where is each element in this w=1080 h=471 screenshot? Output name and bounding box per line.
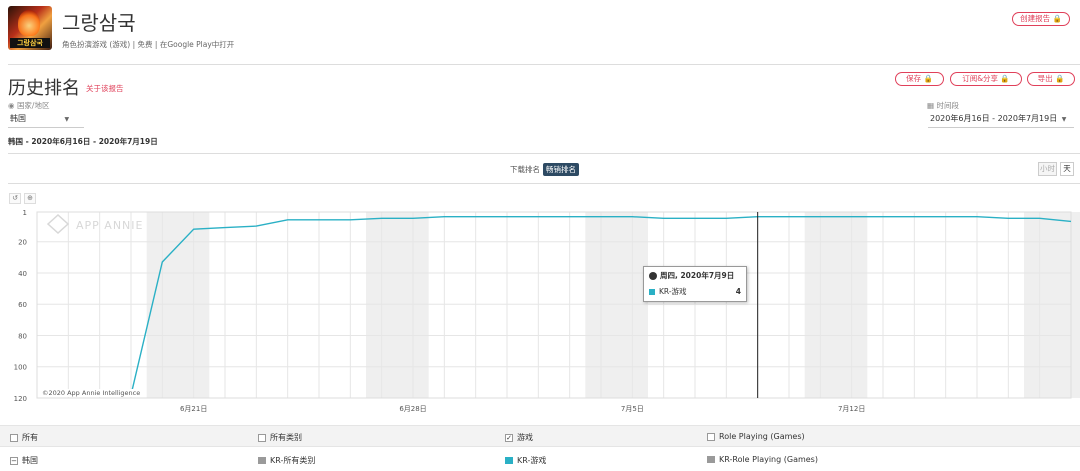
country-select-value: 韩国: [10, 114, 26, 123]
export-button[interactable]: 导出 🔒: [1027, 72, 1075, 86]
chart-copyright: ©2020 App Annie Intelligence: [42, 389, 141, 397]
legend-header-row: [0, 425, 1080, 447]
report-info-link[interactable]: 关于该报告: [86, 84, 124, 93]
period-select[interactable]: 2020年6月16日 - 2020年7月19日 ▼: [930, 113, 1066, 124]
app-title: 그랑삼국: [62, 11, 136, 35]
y-tick-label: 120: [14, 395, 27, 403]
globe-icon: [649, 271, 657, 280]
weekend-band: [366, 212, 429, 398]
x-tick-label: 6月28日: [399, 405, 426, 413]
legend-kr-all[interactable]: KR-所有类别: [258, 455, 315, 466]
weekend-band: [585, 212, 648, 398]
series-swatch: [505, 457, 513, 464]
summary-range: 韩国 - 2020年6月16日 - 2020年7月19日: [8, 137, 158, 146]
reset-zoom-icon[interactable]: ↺: [9, 193, 21, 204]
tooltip-series: KR-游戏: [659, 287, 687, 296]
tooltip-title: 周四, 2020年7月9日: [660, 271, 735, 280]
tab-grossing-rank[interactable]: 畅销排名: [543, 163, 579, 176]
legend-country[interactable]: − 韩国: [10, 456, 38, 465]
subscribe-share-button[interactable]: 订阅&分享 🔒: [950, 72, 1022, 86]
country-select-underline: [8, 127, 84, 128]
granularity-day[interactable]: 天: [1060, 162, 1074, 176]
calendar-icon: ▦: [927, 101, 937, 110]
granularity-hour[interactable]: 小时: [1038, 162, 1057, 176]
divider: [8, 153, 1080, 154]
legend-games[interactable]: ✓ 游戏: [505, 433, 533, 442]
chart-tooltip: 周四, 2020年7月9日 KR-游戏 4: [643, 266, 747, 302]
checkbox-partial-icon[interactable]: −: [10, 456, 18, 465]
create-report-button[interactable]: 创建报告 🔒: [1012, 12, 1070, 26]
globe-icon: ◉: [8, 101, 17, 110]
series-swatch: [649, 288, 655, 295]
period-select-underline: [928, 127, 1074, 128]
tab-download-rank[interactable]: 下载排名: [510, 165, 540, 174]
zoom-icon[interactable]: ⊕: [24, 193, 36, 204]
country-label: ◉ 国家/地区: [8, 101, 50, 110]
y-tick-label: 60: [18, 301, 27, 309]
weekend-band: [804, 212, 868, 398]
legend-rpg[interactable]: Role Playing (Games): [707, 432, 805, 441]
period-select-value: 2020年6月16日 - 2020年7月19日: [930, 114, 1058, 123]
tooltip-value: 4: [735, 287, 741, 296]
x-tick-label: 7月12日: [838, 405, 865, 413]
divider: [8, 64, 1080, 65]
watermark-text: APP ANNIE: [76, 219, 143, 232]
series-line: [99, 216, 1072, 396]
y-tick-label: 80: [18, 332, 27, 340]
weekend-band: [146, 212, 210, 398]
save-button[interactable]: 保存 🔒: [895, 72, 944, 86]
chevron-down-icon: ▼: [1061, 116, 1067, 123]
weekend-band: [1024, 212, 1080, 398]
x-tick-label: 7月5日: [621, 405, 644, 413]
app-icon: 그랑삼국: [8, 6, 52, 50]
checkbox-icon[interactable]: [258, 433, 266, 442]
watermark-logo-icon: [46, 213, 70, 235]
checkbox-checked-icon[interactable]: ✓: [505, 433, 513, 442]
series-swatch: [258, 457, 266, 464]
chevron-down-icon: ▼: [64, 116, 70, 123]
plot-border: [36, 211, 1072, 399]
checkbox-icon[interactable]: [10, 433, 18, 442]
y-tick-label: 40: [18, 270, 27, 278]
y-tick-label: 100: [14, 364, 27, 372]
app-icon-logo: 그랑삼국: [10, 38, 50, 48]
app-subtitle[interactable]: 角色扮演游戏 (游戏) | 免费 | 在Google Play中打开: [62, 40, 235, 49]
y-tick-label: 20: [18, 239, 27, 247]
y-tick-label: 1: [23, 209, 27, 217]
checkbox-icon[interactable]: [707, 432, 715, 441]
legend-kr-rpg[interactable]: KR-Role Playing (Games): [707, 455, 818, 464]
series-swatch: [707, 456, 715, 463]
legend-kr-games[interactable]: KR-游戏: [505, 455, 546, 466]
app-icon-art: [18, 10, 40, 36]
legend-all[interactable]: 所有: [10, 432, 38, 443]
legend-all-categories[interactable]: 所有类别: [258, 432, 302, 443]
x-tick-label: 6月21日: [180, 405, 207, 413]
period-label: ▦ 时间段: [927, 101, 959, 110]
section-title: 历史排名: [8, 78, 80, 99]
country-select[interactable]: 韩国 ▼: [10, 113, 69, 124]
divider: [8, 183, 1080, 184]
